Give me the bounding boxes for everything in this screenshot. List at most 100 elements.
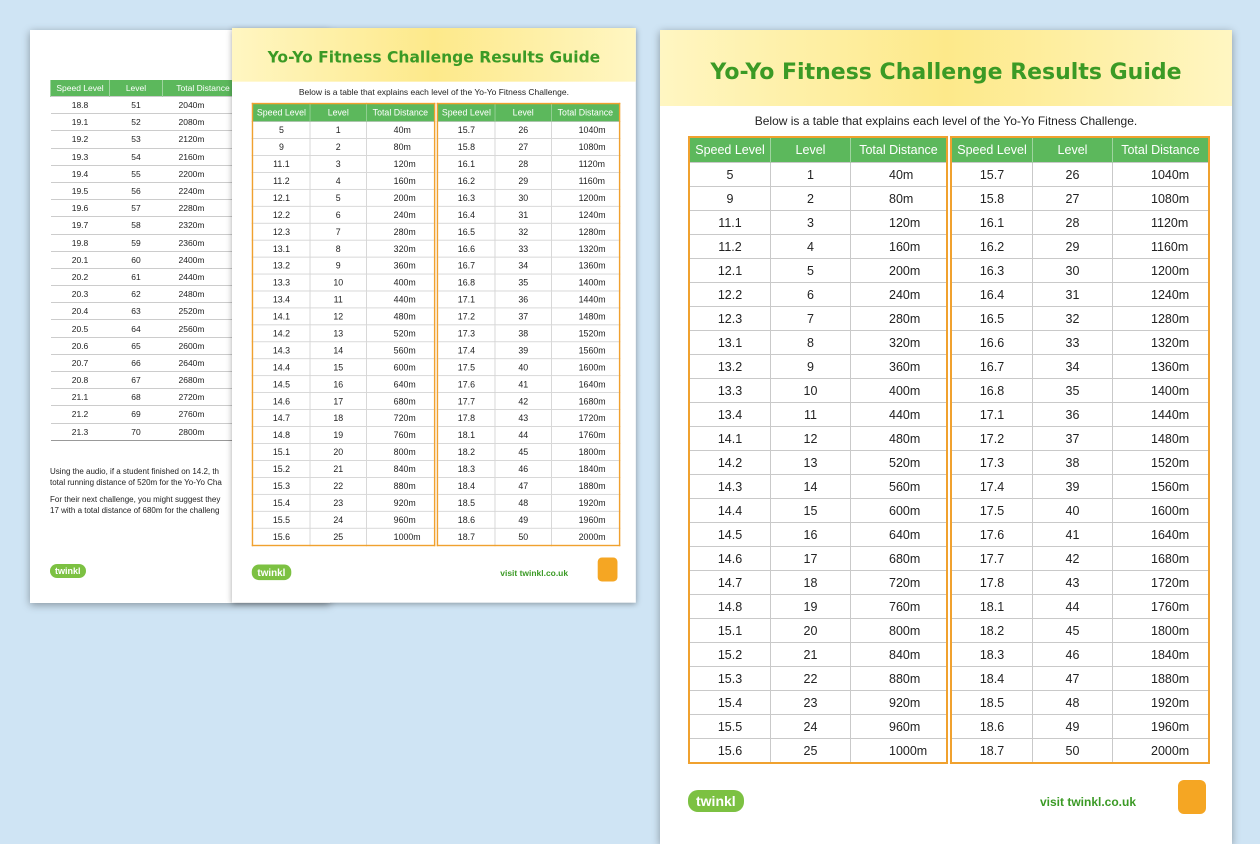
table-row: 20.6 65 2600m: [50, 336, 243, 355]
table-row: 19.4 55 2200m: [50, 164, 243, 183]
table-cell: 2240m: [162, 181, 243, 200]
table-row: 16.5 32 1280m: [950, 306, 1209, 331]
table-cell: 14: [770, 474, 851, 499]
table-cell: 1080m: [1112, 186, 1209, 211]
table-row: 15.7 26 1040m: [437, 121, 620, 139]
table-row: 14.2 13 520m: [688, 450, 947, 475]
table-row: 18.8 51 2040m: [50, 95, 243, 114]
table-row: 13.4 11 440m: [688, 402, 947, 427]
table-cell: 13: [309, 324, 367, 342]
table-cell: 62: [109, 285, 163, 303]
table-cell: 35: [494, 273, 552, 291]
table-row: 14.1 12 480m: [252, 307, 435, 325]
table-cell: 17.3: [950, 450, 1033, 475]
table-cell: 80m: [366, 138, 435, 156]
table-cell: 15.5: [252, 510, 311, 529]
table-row: 14.2 13 520m: [252, 324, 435, 342]
table-cell: 13.4: [252, 290, 311, 308]
table-cell: 15.7: [437, 121, 495, 139]
table-cell: 18.4: [950, 666, 1033, 691]
table-cell: 12: [770, 426, 851, 451]
table-row: 16.7 34 1360m: [950, 354, 1209, 379]
table-cell: 21.1: [50, 388, 110, 406]
table-cell: 29: [1032, 234, 1113, 259]
table-cell: 27: [1032, 186, 1113, 211]
table-row: 14.5 16 640m: [688, 522, 947, 547]
table-cell: 16.5: [437, 222, 495, 241]
table-cell: 13.2: [252, 256, 311, 275]
table-row: 21.1 68 2720m: [50, 388, 243, 406]
column-header: Speed Level: [50, 80, 110, 97]
table-cell: 46: [494, 460, 552, 478]
table-row: 16.7 34 1360m: [437, 256, 620, 275]
table-cell: 29: [494, 172, 552, 190]
results-table-left: Speed Level Level Total Distance 5 1 40m 9 2 80m…: [688, 136, 948, 764]
table-cell: 53: [109, 130, 163, 149]
table-cell: 14.3: [688, 474, 771, 499]
table-row: 17.4 39 1560m: [437, 341, 620, 359]
table-cell: 1720m: [551, 409, 620, 427]
table-cell: 55: [109, 164, 163, 183]
table-row: 15.8 27 1080m: [950, 186, 1209, 211]
header-row: Speed Level Level Total Distance: [688, 137, 947, 163]
table-row: 19.8 59 2360m: [50, 233, 243, 252]
table-cell: 440m: [366, 290, 435, 308]
table-cell: 6: [770, 282, 851, 307]
table-cell: 480m: [366, 307, 435, 325]
table-cell: 35: [1032, 378, 1113, 403]
table-cell: 47: [494, 477, 552, 495]
table-row: 15.3 22 880m: [688, 666, 947, 691]
table-cell: 18.7: [950, 738, 1033, 763]
table-cell: 20.4: [50, 302, 110, 320]
table-row: 15.6 25 1000m: [252, 527, 435, 546]
preview: {"guide": { "title": "Yo-Yo Fitness Chal…: [30, 28, 1232, 844]
table-cell: 2800m: [162, 422, 243, 441]
table-row: 16.4 31 1240m: [950, 282, 1209, 307]
table-row: 12.3 7 280m: [688, 306, 947, 331]
results-table-right: Speed Level Level Total Distance 15.7 26 1040…: [436, 102, 621, 547]
table-row: 13.3 10 400m: [688, 378, 947, 403]
table-cell: 24: [309, 510, 367, 529]
table-cell: 15.2: [688, 642, 771, 667]
column-header: Total Distance: [162, 80, 243, 97]
table-cell: 19.8: [50, 233, 110, 252]
table-cell: 54: [109, 147, 163, 166]
table-cell: 33: [1032, 330, 1113, 355]
table-cell: 1040m: [551, 121, 620, 139]
table-cell: 2120m: [162, 130, 243, 149]
paragraph-line: total running distance of 520m for the Y…: [50, 478, 222, 487]
table-cell: 17: [770, 546, 851, 571]
table-cell: 1120m: [551, 155, 620, 173]
table-cell: 28: [494, 155, 552, 173]
table-cell: 14.5: [688, 522, 771, 547]
table-cell: 200m: [366, 188, 435, 207]
table-cell: 32: [1032, 306, 1113, 331]
table-cell: 15.1: [252, 443, 311, 461]
table-cell: 34: [1032, 354, 1113, 379]
table-cell: 39: [494, 341, 552, 359]
table-cell: 58: [109, 216, 163, 234]
table-row: 19.1 52 2080m: [50, 113, 243, 131]
table-row: 19.5 56 2240m: [50, 181, 243, 200]
table-cell: 19.1: [50, 113, 110, 131]
table-row: 12.1 5 200m: [688, 258, 947, 283]
table-cell: 18.1: [437, 426, 495, 444]
table-cell: 240m: [366, 205, 435, 224]
table-cell: 560m: [850, 474, 947, 499]
table-cell: 25: [770, 738, 851, 763]
table-cell: 16.5: [950, 306, 1033, 331]
table-cell: 42: [1032, 546, 1113, 571]
table-row: 16.3 30 1200m: [950, 258, 1209, 283]
table-cell: 18.5: [950, 690, 1033, 715]
table-cell: 1240m: [1112, 282, 1209, 307]
table-cell: 640m: [366, 375, 435, 393]
table-cell: 1960m: [551, 510, 620, 529]
table-cell: 14.8: [252, 426, 311, 444]
table-cell: 14.7: [252, 409, 311, 427]
table-cell: 12.3: [252, 222, 311, 241]
table-cell: 56: [109, 181, 163, 200]
footer-url: visit twinkl.co.uk: [1040, 795, 1137, 809]
table-cell: 50: [494, 527, 552, 546]
table-cell: 10: [770, 378, 851, 403]
table-row: 18.6 49 1960m: [950, 714, 1209, 739]
